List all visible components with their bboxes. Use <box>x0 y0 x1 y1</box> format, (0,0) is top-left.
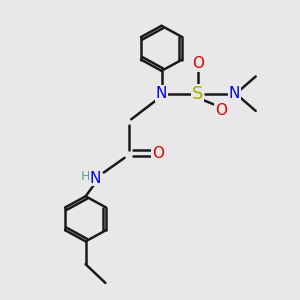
Text: H: H <box>81 170 90 183</box>
Text: N: N <box>229 86 240 101</box>
Text: O: O <box>152 146 164 160</box>
Text: N: N <box>156 86 167 101</box>
Text: O: O <box>192 56 204 71</box>
Text: S: S <box>192 85 204 103</box>
Text: N: N <box>90 171 101 186</box>
Text: O: O <box>215 103 227 118</box>
